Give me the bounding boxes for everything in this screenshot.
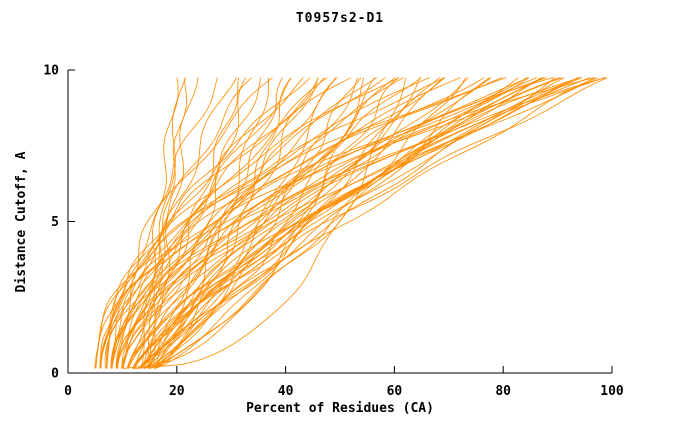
model-curve xyxy=(143,77,599,369)
model-curve xyxy=(149,77,269,369)
model-curve xyxy=(127,77,422,369)
model-curve xyxy=(149,77,580,369)
x-axis-label: Percent of Residues (CA) xyxy=(246,401,434,416)
model-curve xyxy=(132,77,608,369)
model-curve xyxy=(116,77,404,369)
model-curve xyxy=(110,77,607,369)
model-curve xyxy=(104,77,554,369)
model-curve xyxy=(155,77,362,369)
model-curve xyxy=(110,77,461,369)
model-curve xyxy=(116,77,485,369)
model-curve xyxy=(128,77,545,369)
model-curve xyxy=(155,77,591,369)
x-tick-label: 0 xyxy=(64,384,72,399)
model-curve xyxy=(121,77,446,369)
model-curve xyxy=(143,77,565,369)
model-curve xyxy=(141,77,179,369)
model-curve xyxy=(144,77,247,369)
x-tick-label: 20 xyxy=(169,384,185,399)
model-curve xyxy=(121,77,561,369)
model-curve xyxy=(110,77,304,369)
y-axis-label: Distance Cutoff, A xyxy=(14,151,29,292)
x-tick-label: 100 xyxy=(600,384,624,399)
model-curve xyxy=(122,77,606,369)
model-curve xyxy=(116,77,581,369)
model-curve xyxy=(132,77,240,369)
model-curve xyxy=(143,77,375,369)
model-curve xyxy=(122,77,237,369)
model-curve xyxy=(95,77,400,369)
model-curve xyxy=(116,77,538,369)
x-tick-label: 80 xyxy=(495,384,511,399)
model-curve xyxy=(133,77,319,369)
model-curve xyxy=(100,77,325,369)
y-tick-label: 5 xyxy=(51,215,59,230)
model-curve xyxy=(106,77,273,369)
model-curve xyxy=(138,77,283,369)
model-curve xyxy=(138,77,596,369)
model-curve xyxy=(110,77,529,369)
y-tick-label: 10 xyxy=(43,64,59,79)
model-curve xyxy=(133,77,407,369)
model-curve xyxy=(152,77,199,369)
model-curve xyxy=(122,77,365,369)
model-curve xyxy=(132,77,542,369)
model-curve xyxy=(149,77,337,369)
model-curve xyxy=(133,77,469,369)
chart-title: T0957s2-D1 xyxy=(296,11,384,26)
model-curve xyxy=(106,77,430,369)
model-curve xyxy=(154,77,530,369)
x-tick-label: 40 xyxy=(278,384,294,399)
x-tick-label: 60 xyxy=(387,384,403,399)
model-curve xyxy=(111,77,218,369)
model-curve xyxy=(100,77,446,369)
model-curve xyxy=(95,77,311,369)
y-tick-label: 0 xyxy=(51,367,59,382)
